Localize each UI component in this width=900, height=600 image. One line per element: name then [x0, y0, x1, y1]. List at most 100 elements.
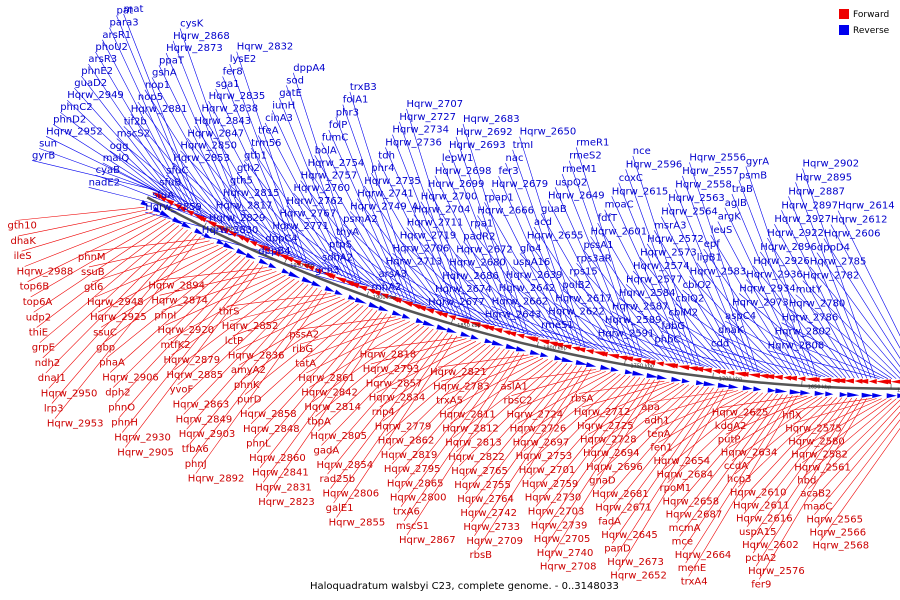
forward-gene-arrow	[164, 198, 175, 206]
reverse-gene-label: Hqrw_2757	[301, 171, 358, 182]
reverse-gene-arrow	[554, 355, 563, 361]
forward-leader-line	[250, 306, 369, 425]
reverse-leader-line	[123, 13, 202, 215]
reverse-leader-line	[349, 91, 417, 303]
reverse-leader-line	[618, 297, 718, 369]
forward-leader-line	[370, 338, 467, 365]
forward-gene-label: Hqrw_2831	[255, 482, 312, 493]
reverse-gene-label: msrA3	[654, 220, 686, 231]
reverse-gene-label: mat	[124, 4, 144, 15]
reverse-gene-label: Hqrw_2563	[668, 193, 725, 204]
forward-gene-arrow	[173, 203, 182, 210]
reverse-gene-arrow	[717, 382, 730, 388]
reverse-leader-line	[356, 198, 444, 312]
reverse-leader-line	[731, 193, 809, 377]
reverse-leader-line	[335, 236, 432, 308]
reverse-gene-arrow	[460, 331, 471, 337]
forward-leader-line	[394, 348, 505, 479]
reverse-gene-label: sfuA	[152, 190, 174, 201]
reverse-gene-label: epf	[704, 239, 721, 250]
forward-gene-label: gadA	[314, 445, 340, 456]
forward-gene-label: Hqrw_2764	[457, 494, 514, 505]
forward-leader-line	[453, 360, 553, 438]
tick-mark	[284, 259, 287, 265]
forward-gene-arrow	[787, 375, 798, 381]
reverse-gene-label: Hqrw_2672	[456, 245, 513, 256]
forward-gene-arrow	[344, 280, 355, 287]
tick-mark	[366, 291, 369, 297]
forward-leader-line	[456, 361, 558, 453]
forward-leader-line	[189, 288, 318, 445]
forward-gene-label: tbpA	[307, 417, 331, 428]
forward-gene-arrow	[387, 295, 400, 303]
forward-leader-line	[336, 335, 458, 518]
reverse-leader-line	[279, 218, 377, 290]
reverse-gene-label: Hqrw_2767	[280, 209, 337, 220]
reverse-leader-line	[264, 122, 346, 278]
forward-leader-line	[793, 398, 877, 424]
tick-label: 1700 kbp	[719, 377, 743, 383]
reverse-gene-label: lepW1	[442, 153, 474, 164]
forward-gene-label: Hqrw_2821	[430, 367, 487, 378]
reverse-gene-label: Hqrw_2835	[209, 91, 266, 102]
reverse-gene-arrow	[872, 393, 883, 398]
reverse-gene-label: Hqrw_2556	[689, 152, 746, 163]
reverse-gene-label: dppA4	[293, 63, 325, 74]
reverse-gene-label: gth5	[230, 175, 253, 186]
forward-leader-line	[667, 392, 764, 484]
forward-gene-arrow	[733, 371, 747, 377]
forward-gene-label: trxA6	[393, 507, 420, 518]
reverse-leader-line	[739, 293, 838, 378]
forward-gene-arrow	[447, 315, 457, 321]
forward-gene-label: Hqrw_2793	[363, 364, 420, 375]
forward-gene-arrow	[205, 219, 217, 228]
reverse-leader-line	[293, 192, 385, 293]
reverse-leader-line	[625, 284, 722, 369]
reverse-gene-arrow	[624, 369, 633, 375]
forward-gene-label: ndh2	[35, 358, 60, 369]
forward-gene-arrow	[811, 377, 820, 383]
reverse-leader-line	[809, 266, 900, 374]
reverse-leader-line	[236, 51, 308, 263]
forward-leader-line	[584, 382, 675, 422]
reverse-gene-label: Hqrw_2843	[195, 116, 252, 127]
forward-gene-label: Hqrw_2671	[595, 503, 652, 514]
reverse-gene-label: nop1	[145, 80, 170, 91]
forward-gene-label: Hqrw_2805	[310, 431, 367, 442]
reverse-gene-label: nadE2	[89, 177, 121, 188]
reverse-gene-label: Hqrw_2677	[428, 297, 485, 308]
reverse-gene-label: rmeS1	[541, 320, 574, 331]
reverse-gene-label: dppB4	[258, 246, 290, 257]
reverse-gene-label: nce	[633, 146, 651, 157]
reverse-leader-line	[335, 117, 409, 301]
reverse-gene-label: Hqrw_2785	[810, 257, 867, 268]
reverse-gene-label: moaC	[605, 200, 634, 211]
reverse-gene-arrow	[446, 327, 457, 333]
forward-gene-arrow	[844, 378, 854, 384]
forward-gene-arrow	[537, 339, 550, 345]
forward-leader-line	[100, 249, 228, 328]
reverse-leader-line	[102, 162, 213, 221]
forward-leader-line	[596, 385, 695, 476]
forward-gene-arrow	[414, 305, 427, 312]
forward-gene-label: Hqrw_2726	[510, 424, 567, 435]
reverse-gene-arrow	[470, 334, 479, 340]
reverse-gene-label: phbC	[654, 335, 680, 346]
forward-gene-label: Hqrw_2703	[528, 507, 585, 518]
forward-gene-label: Hqrw_2740	[537, 548, 594, 559]
reverse-gene-arrow	[575, 359, 588, 365]
forward-gene-label: Hqrw_2582	[791, 450, 848, 461]
reverse-gene-label: tif2b	[124, 116, 147, 127]
reverse-gene-label: sfuB	[159, 178, 181, 189]
forward-gene-label: Hqrw_2730	[525, 493, 582, 504]
forward-gene-arrow	[701, 368, 712, 373]
forward-gene-arrow	[890, 379, 900, 384]
reverse-leader-line	[632, 155, 701, 367]
reverse-gene-arrow	[505, 343, 518, 350]
forward-leader-line	[541, 378, 650, 535]
reverse-gene-arrow	[288, 271, 301, 279]
forward-gene-label: hflX	[782, 411, 802, 422]
reverse-leader-line	[788, 308, 893, 379]
forward-leader-line	[165, 273, 282, 326]
forward-gene-label: Hqrw_2645	[601, 530, 658, 541]
